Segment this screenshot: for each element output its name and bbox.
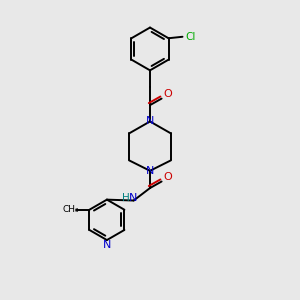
- Text: O: O: [163, 89, 172, 99]
- Text: N: N: [103, 240, 111, 250]
- Text: N: N: [146, 116, 154, 127]
- Text: H: H: [122, 194, 130, 203]
- Text: Cl: Cl: [186, 32, 196, 42]
- Text: N: N: [129, 194, 137, 203]
- Text: CH₃: CH₃: [62, 205, 79, 214]
- Text: N: N: [146, 166, 154, 176]
- Text: O: O: [163, 172, 172, 182]
